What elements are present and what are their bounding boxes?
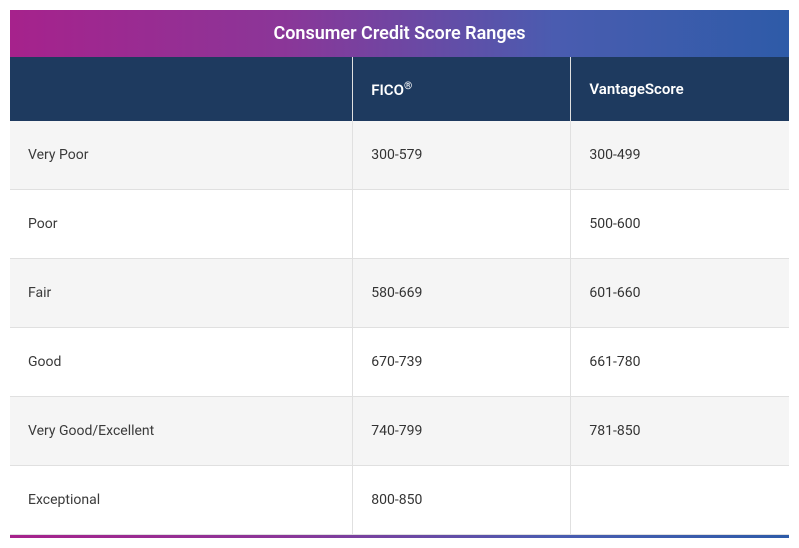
fico-cell: 740-799	[353, 397, 571, 466]
fico-label: FICO	[371, 81, 404, 99]
column-header-fico: FICO®	[353, 57, 571, 121]
category-cell: Very Poor	[10, 121, 353, 190]
fico-registered-mark: ®	[404, 79, 412, 92]
vantage-cell	[571, 466, 789, 535]
vantage-cell: 661-780	[571, 328, 789, 397]
table-row: Good 670-739 661-780	[10, 328, 789, 397]
vantage-cell: 601-660	[571, 259, 789, 328]
table-row: Exceptional 800-850	[10, 466, 789, 535]
table-row: Fair 580-669 601-660	[10, 259, 789, 328]
fico-cell: 300-579	[353, 121, 571, 190]
fico-cell: 670-739	[353, 328, 571, 397]
column-header-category	[10, 57, 353, 121]
fico-cell	[353, 190, 571, 259]
vantage-cell: 500-600	[571, 190, 789, 259]
category-cell: Poor	[10, 190, 353, 259]
column-header-vantage: VantageScore	[571, 57, 789, 121]
table-row: Very Good/Excellent 740-799 781-850	[10, 397, 789, 466]
table-row: Very Poor 300-579 300-499	[10, 121, 789, 190]
category-cell: Fair	[10, 259, 353, 328]
score-ranges-table: FICO® VantageScore Very Poor 300-579 300…	[10, 57, 789, 535]
fico-cell: 580-669	[353, 259, 571, 328]
credit-score-table: Consumer Credit Score Ranges FICO® Vanta…	[10, 10, 789, 538]
table-row: Poor 500-600	[10, 190, 789, 259]
category-cell: Very Good/Excellent	[10, 397, 353, 466]
category-cell: Good	[10, 328, 353, 397]
category-cell: Exceptional	[10, 466, 353, 535]
table-header-row: FICO® VantageScore	[10, 57, 789, 121]
table-title: Consumer Credit Score Ranges	[10, 10, 789, 57]
fico-cell: 800-850	[353, 466, 571, 535]
vantage-cell: 781-850	[571, 397, 789, 466]
vantage-cell: 300-499	[571, 121, 789, 190]
